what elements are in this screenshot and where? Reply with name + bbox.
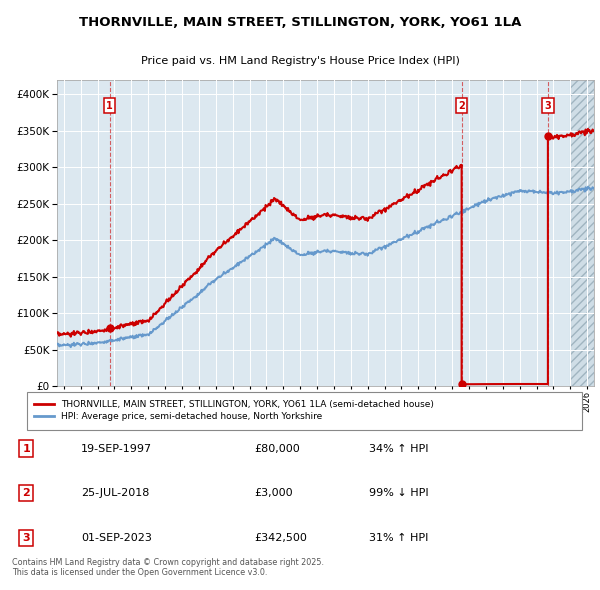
Bar (571, 80, 594, 386)
Text: 31% ↑ HPI: 31% ↑ HPI (369, 533, 428, 543)
Text: 2: 2 (23, 488, 30, 498)
Text: 1: 1 (106, 101, 113, 111)
Legend: THORNVILLE, MAIN STREET, STILLINGTON, YORK, YO61 1LA (semi-detached house), HPI:: THORNVILLE, MAIN STREET, STILLINGTON, YO… (34, 400, 434, 421)
Text: 34% ↑ HPI: 34% ↑ HPI (369, 444, 428, 454)
Text: 1: 1 (23, 444, 30, 454)
Text: 25-JUL-2018: 25-JUL-2018 (81, 488, 149, 498)
Text: Contains HM Land Registry data © Crown copyright and database right 2025.
This d: Contains HM Land Registry data © Crown c… (12, 558, 324, 577)
Text: 99% ↓ HPI: 99% ↓ HPI (369, 488, 429, 498)
Text: 3: 3 (23, 533, 30, 543)
Text: 01-SEP-2023: 01-SEP-2023 (81, 533, 152, 543)
Bar (571, 80, 594, 386)
Text: THORNVILLE, MAIN STREET, STILLINGTON, YORK, YO61 1LA: THORNVILLE, MAIN STREET, STILLINGTON, YO… (79, 16, 521, 29)
FancyBboxPatch shape (27, 392, 582, 430)
Text: Price paid vs. HM Land Registry's House Price Index (HPI): Price paid vs. HM Land Registry's House … (140, 56, 460, 65)
Text: 3: 3 (545, 101, 551, 111)
Text: 19-SEP-1997: 19-SEP-1997 (81, 444, 152, 454)
Text: £80,000: £80,000 (254, 444, 299, 454)
Text: £342,500: £342,500 (254, 533, 307, 543)
Text: £3,000: £3,000 (254, 488, 293, 498)
Text: 2: 2 (458, 101, 465, 111)
